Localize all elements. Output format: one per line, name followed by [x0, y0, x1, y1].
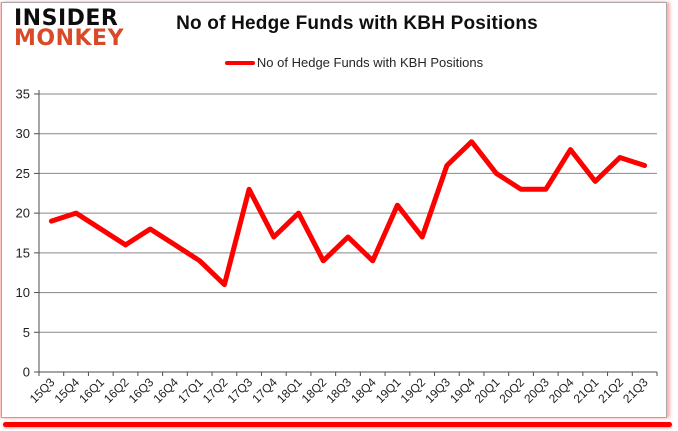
- x-axis-tick-label: 20Q4: [546, 375, 577, 406]
- x-axis-tick-label: 18Q3: [323, 375, 354, 406]
- insider-monkey-logo: INSIDER MONKEY: [14, 6, 125, 52]
- x-axis-tick-label: 16Q4: [150, 375, 181, 406]
- x-axis-tick-label: 17Q2: [200, 375, 231, 406]
- x-axis-tick-label: 16Q3: [126, 375, 157, 406]
- y-axis-tick-label: 10: [16, 285, 30, 300]
- chart-legend: No of Hedge Funds with KBH Positions: [0, 55, 678, 70]
- y-axis-tick-label: 25: [16, 166, 30, 181]
- series-line: [48, 139, 648, 288]
- x-axis-tick-label: 17Q1: [175, 375, 206, 406]
- y-axis-tick-label: 30: [16, 126, 30, 141]
- x-axis-tick-label: 18Q1: [274, 375, 305, 406]
- chart-title: No of Hedge Funds with KBH Positions: [176, 13, 538, 34]
- x-axis-tick-label: 18Q2: [299, 375, 330, 406]
- legend-line-swatch: [224, 60, 255, 65]
- logo-line-insider: INSIDER: [14, 6, 119, 31]
- x-axis-tick-label: 20Q1: [472, 375, 503, 406]
- x-axis-tick-label: 21Q3: [620, 375, 651, 406]
- x-axis-tick-label: 16Q1: [76, 375, 107, 406]
- y-axis-tick-label: 5: [23, 325, 30, 340]
- x-axis-tick-label: 16Q2: [101, 375, 132, 406]
- x-axis-tick-label: 21Q1: [571, 375, 602, 406]
- x-axis-tick-label: 15Q3: [27, 375, 58, 406]
- y-axis-tick-label: 20: [16, 206, 30, 221]
- logo-line-monkey: MONKEY: [14, 26, 125, 52]
- x-axis-tick-label: 17Q4: [249, 375, 280, 406]
- x-axis-tick-label: 19Q3: [422, 375, 453, 406]
- legend-label: No of Hedge Funds with KBH Positions: [256, 55, 484, 70]
- x-axis-tick-label: 15Q4: [52, 375, 83, 406]
- y-axis-tick-label: 15: [16, 245, 30, 260]
- x-axis-tick-label: 20Q2: [497, 375, 528, 406]
- x-axis-tick-label: 21Q2: [595, 375, 626, 406]
- x-axis-tick-label: 19Q4: [447, 375, 478, 406]
- x-axis-tick-label: 20Q3: [521, 375, 552, 406]
- x-axis-tick-label: 19Q2: [398, 375, 429, 406]
- chart-header: No of Hedge Funds with KBH Positions: [0, 13, 678, 35]
- y-axis-tick-label: 35: [16, 87, 30, 102]
- x-axis-tick-label: 19Q1: [373, 375, 404, 406]
- y-axis-tick-label: 0: [23, 365, 30, 380]
- x-axis-tick-label: 18Q4: [348, 375, 379, 406]
- x-axis-tick-label: 17Q3: [225, 375, 256, 406]
- bottom-red-bar: [3, 422, 672, 427]
